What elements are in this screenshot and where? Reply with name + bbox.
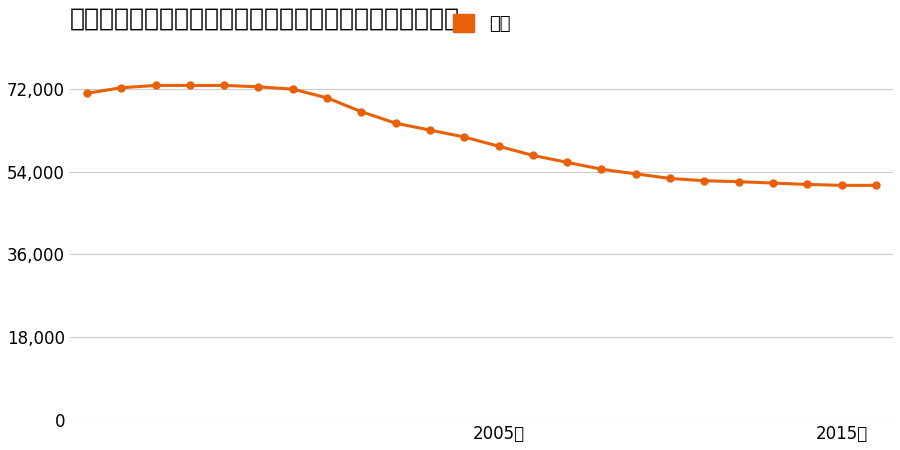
Text: 大分県大分市大字下郡字穴井前１１２４番１０の地価推移: 大分県大分市大字下郡字穴井前１１２４番１０の地価推移 <box>70 7 460 31</box>
Legend: 価格: 価格 <box>446 6 518 40</box>
